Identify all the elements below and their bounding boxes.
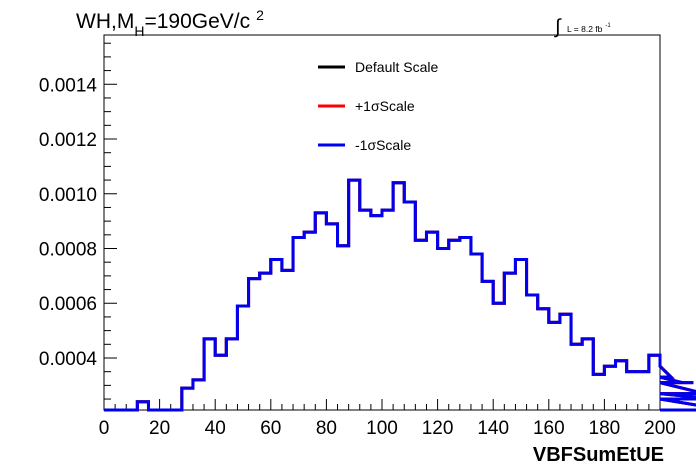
luminosity-superscript: -1 [605,23,611,29]
series-line-2 [104,178,696,412]
title-superscript: 2 [256,7,264,23]
series-line-1 [104,178,696,412]
series-layer [104,178,696,412]
title-subscript: H [134,23,144,39]
x-tick-label: 80 [316,418,337,439]
y-tick-label: 0.0008 [39,240,97,261]
y-axis-ticks: 0.0004 0.0006 0.0008 0.0010 0.0012 0.0014 [39,42,117,400]
title-rest: =190GeV/c [144,10,250,33]
y-tick-label: 0.0006 [39,294,97,315]
x-tick-label: 140 [477,418,509,439]
plot-frame [103,34,661,411]
legend-label: Default Scale [355,59,438,75]
y-tick-label: 0.0010 [39,185,97,206]
y-tick-label: 0.0012 [39,130,97,151]
x-tick-label: 0 [99,418,110,439]
y-tick-label: 0.0004 [39,349,98,370]
luminosity-main: L = 8.2 fb [567,24,603,34]
series-line-0 [104,178,696,412]
integral-symbol: ∫ [554,16,562,38]
legend-label: +1σScale [355,98,415,114]
title-main: WH,M [76,10,134,33]
y-tick-label: 0.0014 [39,75,98,96]
legend-label: -1σScale [355,137,411,153]
x-tick-label: 60 [260,418,281,439]
x-axis-ticks: 0 20 40 60 80 100 120 140 160 180 200 [99,399,676,439]
chart-title: WH,MH=190GeV/c 2 [76,7,264,39]
x-tick-label: 100 [366,418,398,439]
x-tick-label: 200 [644,418,676,439]
x-tick-label: 40 [205,418,226,439]
legend: Default Scale +1σScale -1σScale [318,59,438,153]
luminosity-label: L = 8.2 fb -1 [567,23,611,34]
x-tick-label: 180 [589,418,621,439]
x-tick-label: 20 [149,418,170,439]
x-tick-label: 120 [422,418,454,439]
x-axis-label: VBFSumEtUE [533,444,664,466]
x-tick-label: 160 [533,418,565,439]
